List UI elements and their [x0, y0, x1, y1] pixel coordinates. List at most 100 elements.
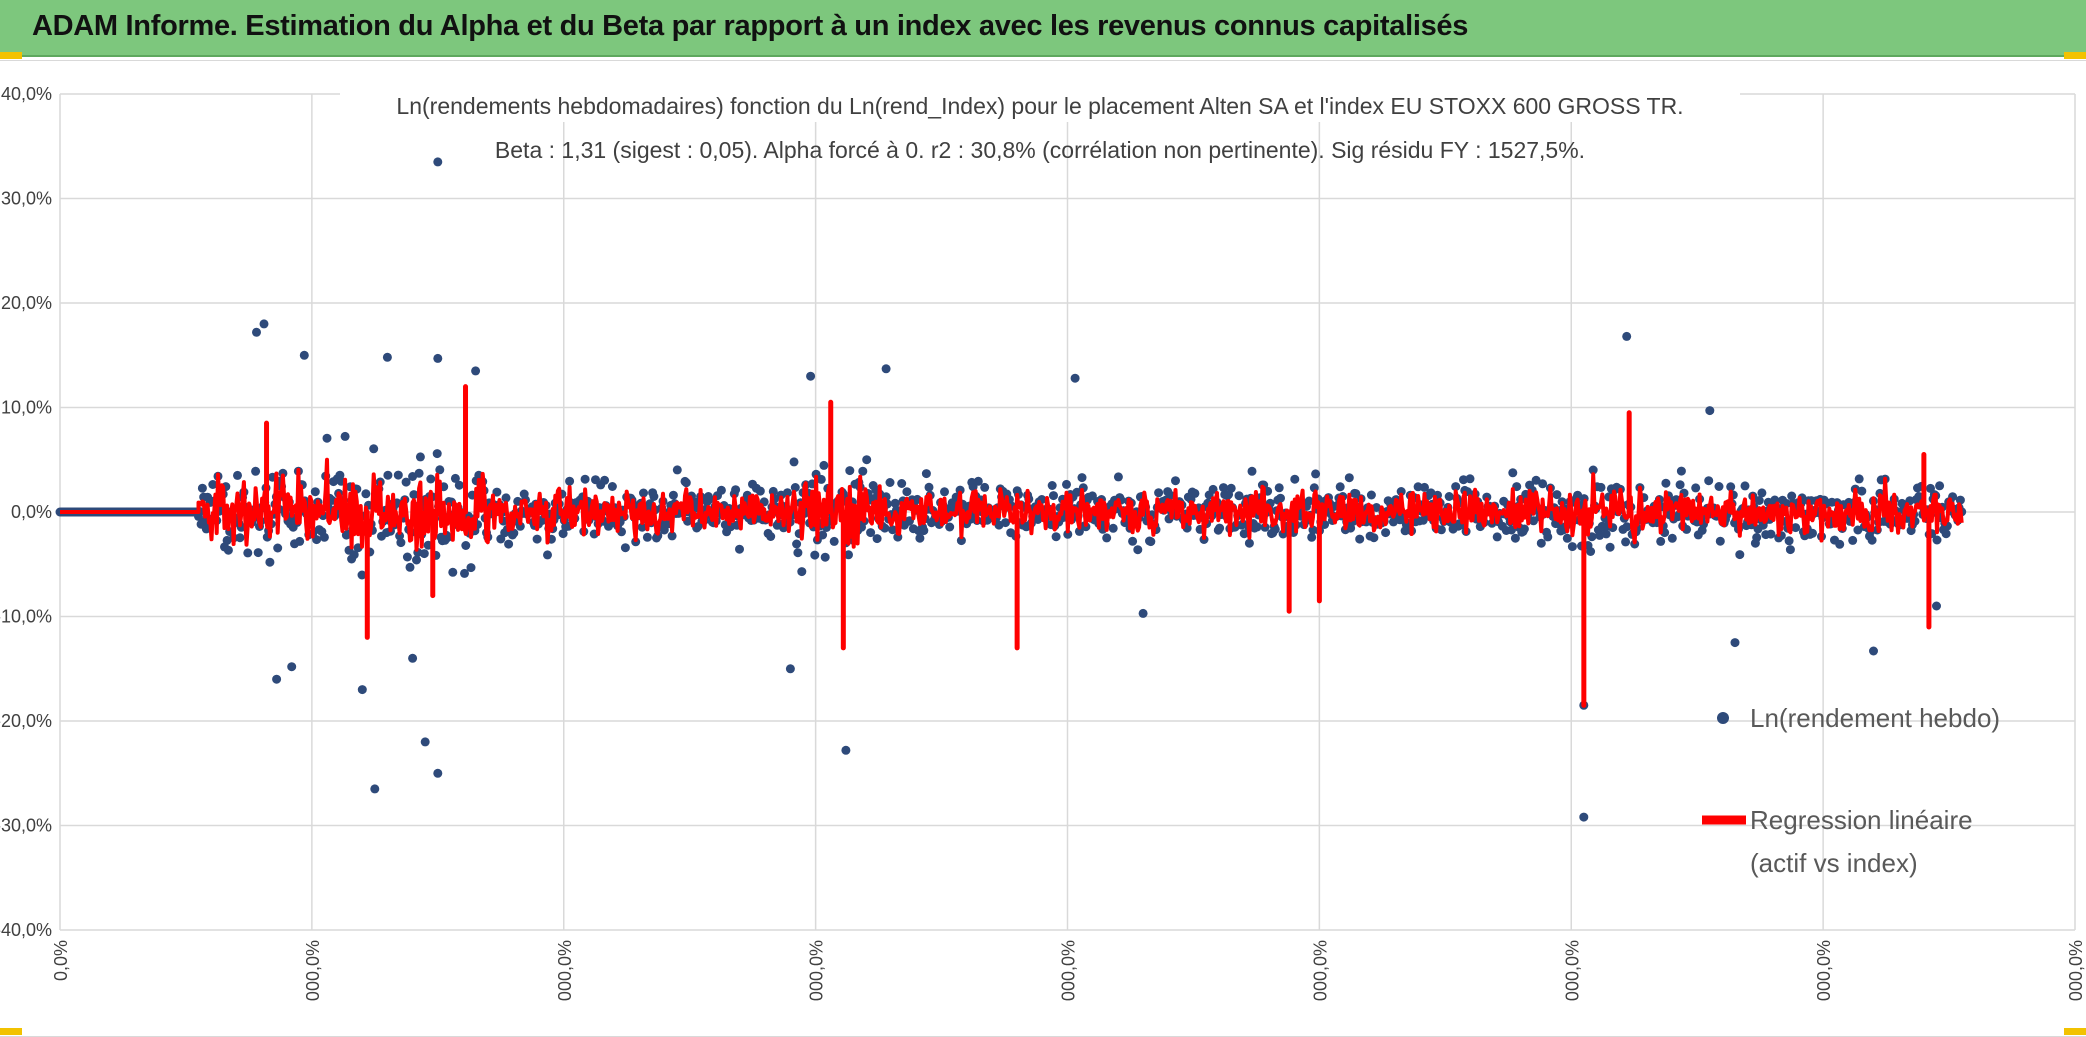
data-point: [1128, 536, 1138, 546]
data-point: [779, 523, 789, 533]
data-point: [1051, 532, 1061, 542]
data-point: [1667, 533, 1677, 543]
data-point: [890, 498, 900, 508]
y-tick-label: -30,0%: [0, 816, 52, 836]
data-point: [902, 487, 912, 497]
chart-legend: Ln(rendement hebdo) Regression linéaire …: [1702, 703, 2000, 878]
data-point: [1675, 480, 1685, 490]
x-tick-label: 000,0%: [555, 940, 575, 1001]
data-point: [273, 543, 283, 553]
data-point: [1740, 481, 1750, 491]
data-point: [310, 487, 320, 497]
x-tick-label: 000,0%: [303, 940, 323, 1001]
data-point: [897, 479, 907, 488]
data-point: [885, 478, 895, 487]
data-point: [1369, 533, 1379, 543]
data-points: [55, 157, 1967, 822]
data-point: [681, 478, 691, 488]
data-point: [818, 530, 828, 540]
data-point: [401, 477, 411, 487]
data-point: [1705, 406, 1715, 416]
data-point: [349, 550, 359, 560]
data-point: [1171, 476, 1180, 486]
data-point: [361, 489, 371, 499]
data-point: [1311, 469, 1321, 479]
data-point: [395, 531, 405, 541]
data-point: [432, 449, 442, 459]
data-point: [829, 536, 839, 546]
data-point: [1154, 488, 1164, 498]
data-point: [1304, 496, 1314, 506]
y-tick-label: 30,0%: [1, 189, 52, 209]
data-point: [558, 529, 568, 539]
data-point: [357, 570, 367, 580]
data-point: [639, 488, 648, 498]
data-point: [1735, 550, 1745, 560]
data-point: [819, 460, 829, 470]
data-point: [1072, 487, 1082, 497]
data-point: [735, 544, 744, 554]
data-point: [600, 475, 610, 485]
data-point: [1366, 490, 1376, 500]
data-point: [1932, 535, 1942, 545]
x-tick-label: 000,0%: [1059, 940, 1079, 1001]
data-point: [973, 476, 983, 486]
data-point: [543, 550, 552, 560]
data-point: [426, 474, 436, 484]
data-point: [235, 533, 245, 543]
data-point: [1784, 536, 1794, 546]
data-point: [448, 567, 458, 577]
data-point: [1605, 542, 1615, 552]
data-point: [1239, 529, 1249, 539]
data-point: [783, 488, 792, 498]
data-point: [1276, 493, 1285, 503]
data-point: [1661, 478, 1671, 488]
data-point: [433, 768, 443, 778]
data-point: [915, 533, 925, 543]
data-point: [668, 490, 678, 500]
data-point: [492, 487, 502, 497]
data-point: [272, 674, 282, 684]
data-point: [1190, 488, 1200, 498]
data-point: [259, 319, 269, 329]
data-point: [1278, 529, 1288, 539]
data-point: [955, 485, 965, 495]
data-point: [1063, 529, 1073, 539]
data-point: [716, 485, 726, 495]
data-point: [1062, 479, 1071, 489]
data-point: [731, 485, 741, 495]
data-point: [1730, 638, 1740, 648]
data-point: [1226, 483, 1236, 493]
data-point: [1274, 483, 1284, 493]
data-point: [415, 452, 425, 462]
data-point: [866, 528, 876, 538]
data-point: [1138, 608, 1148, 618]
data-point: [383, 470, 393, 480]
data-point: [755, 486, 765, 496]
data-point: [806, 371, 816, 381]
data-point: [956, 536, 966, 546]
data-point: [322, 433, 332, 443]
data-point: [1219, 483, 1228, 493]
y-tick-label: -40,0%: [0, 920, 52, 940]
data-point: [319, 532, 329, 542]
data-point: [1715, 536, 1725, 546]
x-tick-label: 000,0%: [2066, 940, 2086, 1001]
data-point: [924, 482, 934, 492]
data-point: [1234, 491, 1244, 501]
data-point: [208, 480, 218, 489]
data-point: [565, 476, 575, 486]
data-point: [980, 482, 990, 492]
data-point: [460, 568, 469, 578]
data-point: [414, 468, 424, 478]
data-point: [223, 545, 233, 555]
data-point: [278, 468, 288, 478]
data-point: [881, 364, 891, 374]
data-point: [501, 493, 511, 503]
data-point: [1335, 482, 1345, 492]
data-point: [1215, 523, 1225, 533]
data-point: [1757, 488, 1767, 498]
data-point: [450, 473, 460, 483]
data-point: [532, 534, 542, 544]
data-point: [1344, 473, 1354, 483]
